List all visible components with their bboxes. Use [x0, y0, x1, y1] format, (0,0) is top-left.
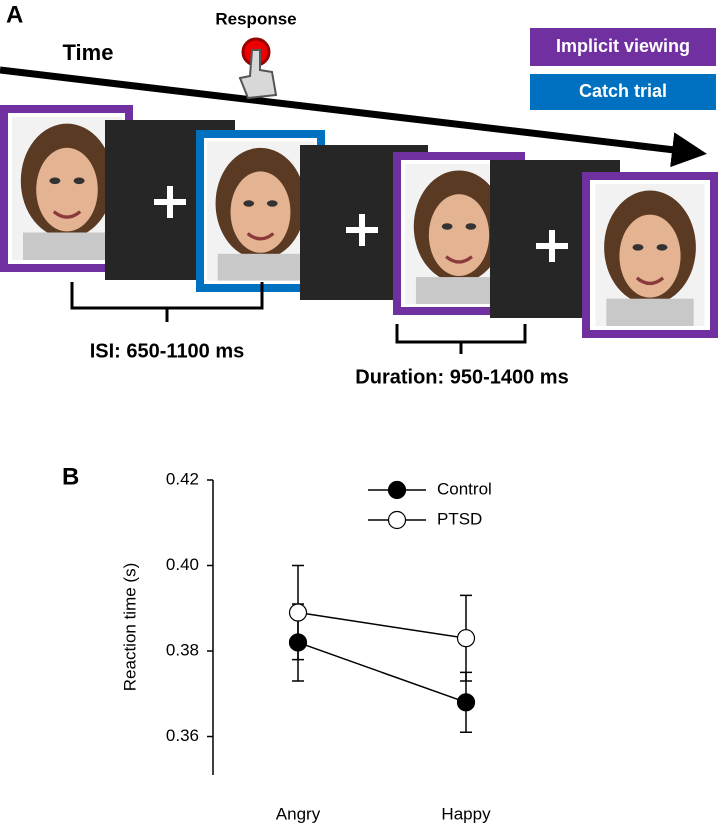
fixation-cross	[154, 186, 186, 218]
legend-marker	[387, 510, 407, 530]
hand-icon	[238, 49, 278, 100]
panel-a: A Time Response Implicit viewing Catch t…	[0, 1, 718, 388]
data-point	[456, 629, 476, 648]
legend-box	[530, 28, 716, 66]
legend-box	[530, 74, 716, 110]
series-line	[297, 611, 467, 639]
panel-label: A	[6, 1, 23, 28]
fixation-cross	[346, 214, 378, 246]
x-tick-label: Happy	[441, 804, 491, 823]
series-line	[297, 641, 467, 704]
legend-text: Implicit viewing	[556, 36, 690, 56]
panel-b: B Reaction time (s)	[62, 463, 139, 691]
isi-label: ISI: 650-1100 ms	[90, 340, 245, 362]
legend-marker	[387, 480, 407, 500]
duration-bracket	[395, 324, 527, 354]
duration-label: Duration: 950-1400 ms	[355, 366, 568, 388]
y-axis-label: Reaction time (s)	[120, 563, 139, 691]
time-arrow	[0, 66, 707, 168]
face-image	[594, 184, 706, 326]
y-tick-label: 0.36	[166, 726, 199, 745]
fixation-cross	[536, 230, 568, 262]
isi-bracket	[70, 282, 264, 322]
panel-label: B	[62, 463, 79, 490]
response-label: Response	[215, 9, 296, 28]
y-tick-label: 0.42	[166, 469, 199, 488]
legend-text: Catch trial	[579, 81, 667, 101]
y-tick-label: 0.40	[166, 555, 199, 574]
y-tick-label: 0.38	[166, 640, 199, 659]
x-tick-label: Angry	[276, 804, 321, 823]
face-image	[207, 141, 314, 281]
legend-label: PTSD	[437, 509, 482, 528]
data-point	[288, 603, 308, 622]
data-point	[288, 633, 308, 652]
time-label: Time	[63, 40, 114, 65]
legend-label: Control	[437, 479, 492, 498]
data-point	[456, 693, 476, 712]
